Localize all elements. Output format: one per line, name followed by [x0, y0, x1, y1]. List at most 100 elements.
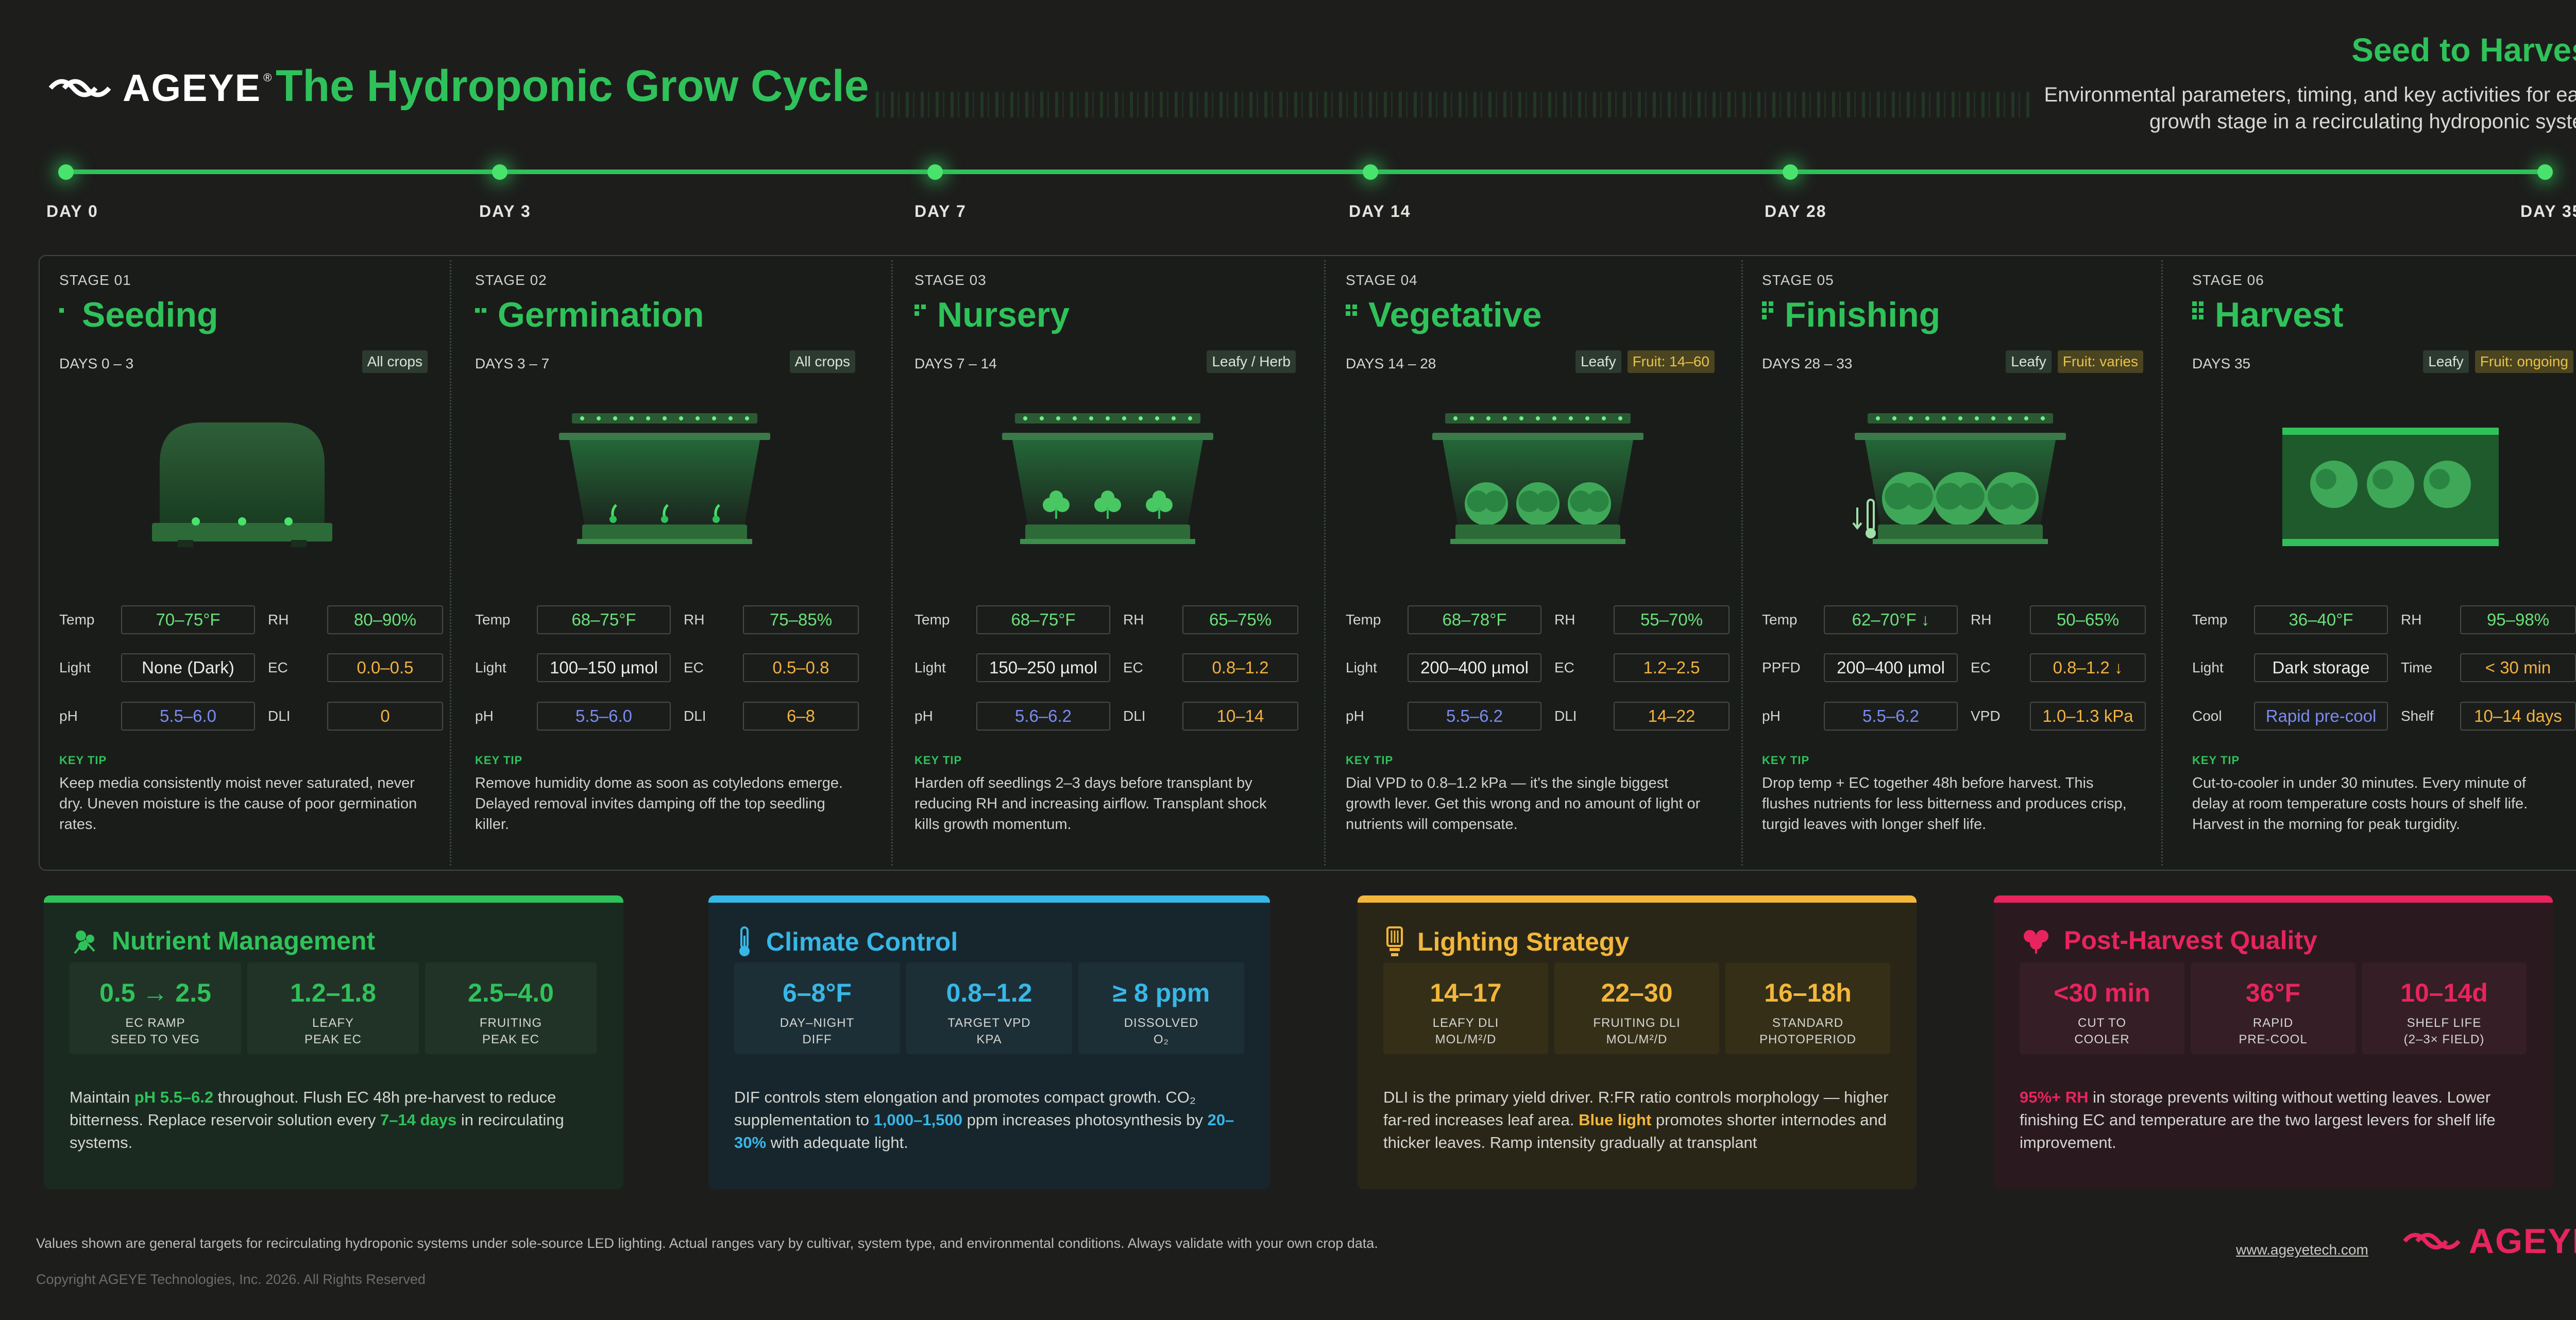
param-label: pH [1346, 708, 1364, 724]
key-tip-text: Remove humidity dome as soon as cotyledo… [475, 775, 843, 833]
param-value: 55–70% [1614, 605, 1730, 634]
metric-label-line: COOLER [2074, 1033, 2130, 1046]
param-label: RH [2401, 612, 2422, 628]
timeline-day-label: DAY 7 [914, 202, 967, 221]
highlight-text: Blue light [1579, 1111, 1652, 1129]
footer-disclaimer: Values shown are general targets for rec… [36, 1236, 1378, 1251]
metric-label-line: PHOTOPERIOD [1759, 1033, 1856, 1046]
param-value: 0 [327, 702, 443, 731]
timeline-day-label: DAY 35 [2520, 202, 2576, 221]
stage-name: Germination [498, 295, 704, 334]
panel-accent-bar [44, 895, 623, 903]
param-value: 75–85% [743, 605, 859, 634]
panel-title: Lighting Strategy [1383, 925, 1629, 958]
body-text: DLI is the primary yield driver. R:FR ra… [1383, 1088, 1889, 1129]
stage-tags: All crops [362, 350, 428, 373]
panel-metric: 16–18h STANDARD PHOTOPERIOD [1725, 962, 1890, 1054]
stage-marker-icon [914, 304, 926, 316]
param-value: 68–75°F [537, 605, 671, 634]
stage-title: Vegetative [1346, 295, 1541, 335]
param-value: 10–14 days [2460, 702, 2576, 731]
stage-days: DAYS 14 – 28 [1346, 356, 1436, 371]
param-label: pH [1762, 708, 1781, 724]
param-label: VPD [1971, 708, 2001, 724]
metric-value: 0.5 → 2.5 [99, 978, 211, 1007]
panel-title: Post-Harvest Quality [2020, 925, 2317, 955]
panel-title-text: Post-Harvest Quality [2064, 926, 2317, 955]
highlight-text: 20–30% [734, 1111, 1234, 1152]
stage-name: Finishing [1785, 295, 1941, 334]
stage-divider [1324, 260, 1326, 866]
stage-marker-icon [1762, 301, 1773, 319]
key-tip-text: Harden off seedlings 2–3 days before tra… [914, 775, 1267, 833]
nutrient-icon [74, 930, 95, 954]
decorative-bars [876, 92, 2030, 117]
stage-number: STAGE 04 [1346, 272, 1418, 288]
stage-divider [1741, 260, 1743, 866]
crop-tag: All crops [789, 350, 855, 373]
param-label: Light [1346, 659, 1377, 675]
panel-metric: 10–14d SHELF LIFE (2–3× FIELD) [2362, 962, 2527, 1054]
timeline-day-label: DAY 3 [479, 202, 531, 221]
metric-label-line: LEAFY [312, 1016, 354, 1030]
panel-body: Maintain pH 5.5–6.2 throughout. Flush EC… [70, 1086, 598, 1154]
param-value: < 30 min [2460, 653, 2576, 682]
param-value: 1.2–2.5 [1614, 653, 1730, 682]
panel-metric: 36°F RAPID PRE-COOL [2191, 962, 2355, 1054]
panel-title-text: Climate Control [766, 927, 958, 956]
param-value: 200–400 µmol [1408, 653, 1541, 682]
highlight-text: 7–14 days [380, 1111, 457, 1129]
panel-title: Climate Control [734, 925, 958, 958]
param-value: 5.5–6.2 [1824, 702, 1958, 731]
param-value: 0.5–0.8 [743, 653, 859, 682]
key-tip-label: KEY TIP [59, 754, 107, 767]
metric-label: FRUITING PEAK EC [425, 1015, 597, 1048]
crop-tag: Leafy / Herb [1207, 350, 1296, 373]
stages-panel [39, 255, 2576, 871]
metric-label-line: MOL/M²/D [1606, 1033, 1668, 1046]
footer-website-link[interactable]: www.ageyetech.com [2236, 1242, 2368, 1258]
panel-metric: 22–30 FRUITING DLI MOL/M²/D [1554, 962, 1719, 1054]
timeline-day-label: DAY 0 [46, 202, 98, 221]
param-label: EC [684, 659, 704, 675]
param-value: 50–65% [2030, 605, 2146, 634]
body-text: promotes shorter internodes and thicker … [1383, 1111, 1887, 1152]
stage-tags: Leafy Fruit: ongoing [2423, 350, 2573, 373]
stage-tags: Leafy Fruit: 14–60 [1575, 350, 1715, 373]
panel-accent-bar [708, 895, 1270, 903]
param-label: DLI [684, 708, 706, 724]
key-tip-label: KEY TIP [1346, 754, 1394, 767]
param-label: Light [914, 659, 946, 675]
stage-name: Seeding [82, 295, 218, 334]
timeline-day-label: DAY 28 [1765, 202, 1827, 221]
param-value: Dark storage [2254, 653, 2388, 682]
metric-label-line: LEAFY DLI [1432, 1016, 1499, 1030]
stage-title: Harvest [2192, 295, 2344, 335]
metric-label: DAY–NIGHT DIFF [734, 1015, 900, 1048]
timeline-dot [58, 164, 74, 180]
panel-title: Nutrient Management [70, 925, 375, 956]
param-label: RH [684, 612, 705, 628]
flower-icon [2024, 930, 2048, 954]
timeline-dot [2537, 164, 2553, 180]
footer-brand: AGEYE [2469, 1222, 2576, 1261]
metric-label-line: FRUITING DLI [1593, 1016, 1681, 1030]
header-right-title: Seed to Harvest [2351, 31, 2576, 69]
grow-station-illustration [1425, 407, 1651, 551]
panel-metric: 0.5 → 2.5 EC RAMP SEED TO VEG [70, 962, 241, 1054]
body-text: throughout. Flush EC 48h pre-harvest to … [70, 1088, 556, 1129]
body-text: in storage prevents wilting without wett… [2020, 1088, 2496, 1152]
stage-marker-icon [1346, 304, 1357, 316]
param-label: Light [2192, 659, 2224, 675]
param-value: 14–22 [1614, 702, 1730, 731]
registered-mark: ® [263, 71, 272, 84]
metric-label-line: DIFF [802, 1033, 832, 1046]
stage-title: Nursery [914, 295, 1070, 335]
param-label: DLI [1123, 708, 1146, 724]
param-value: 200–400 µmol [1824, 653, 1958, 682]
panel-metric: 0.8–1.2 TARGET VPD KPA [906, 962, 1072, 1054]
body-text: in recirculating systems. [70, 1111, 564, 1152]
metric-label: RAPID PRE-COOL [2191, 1015, 2355, 1048]
panel-accent-bar [1994, 895, 2553, 903]
stage-title: Finishing [1762, 295, 1940, 335]
